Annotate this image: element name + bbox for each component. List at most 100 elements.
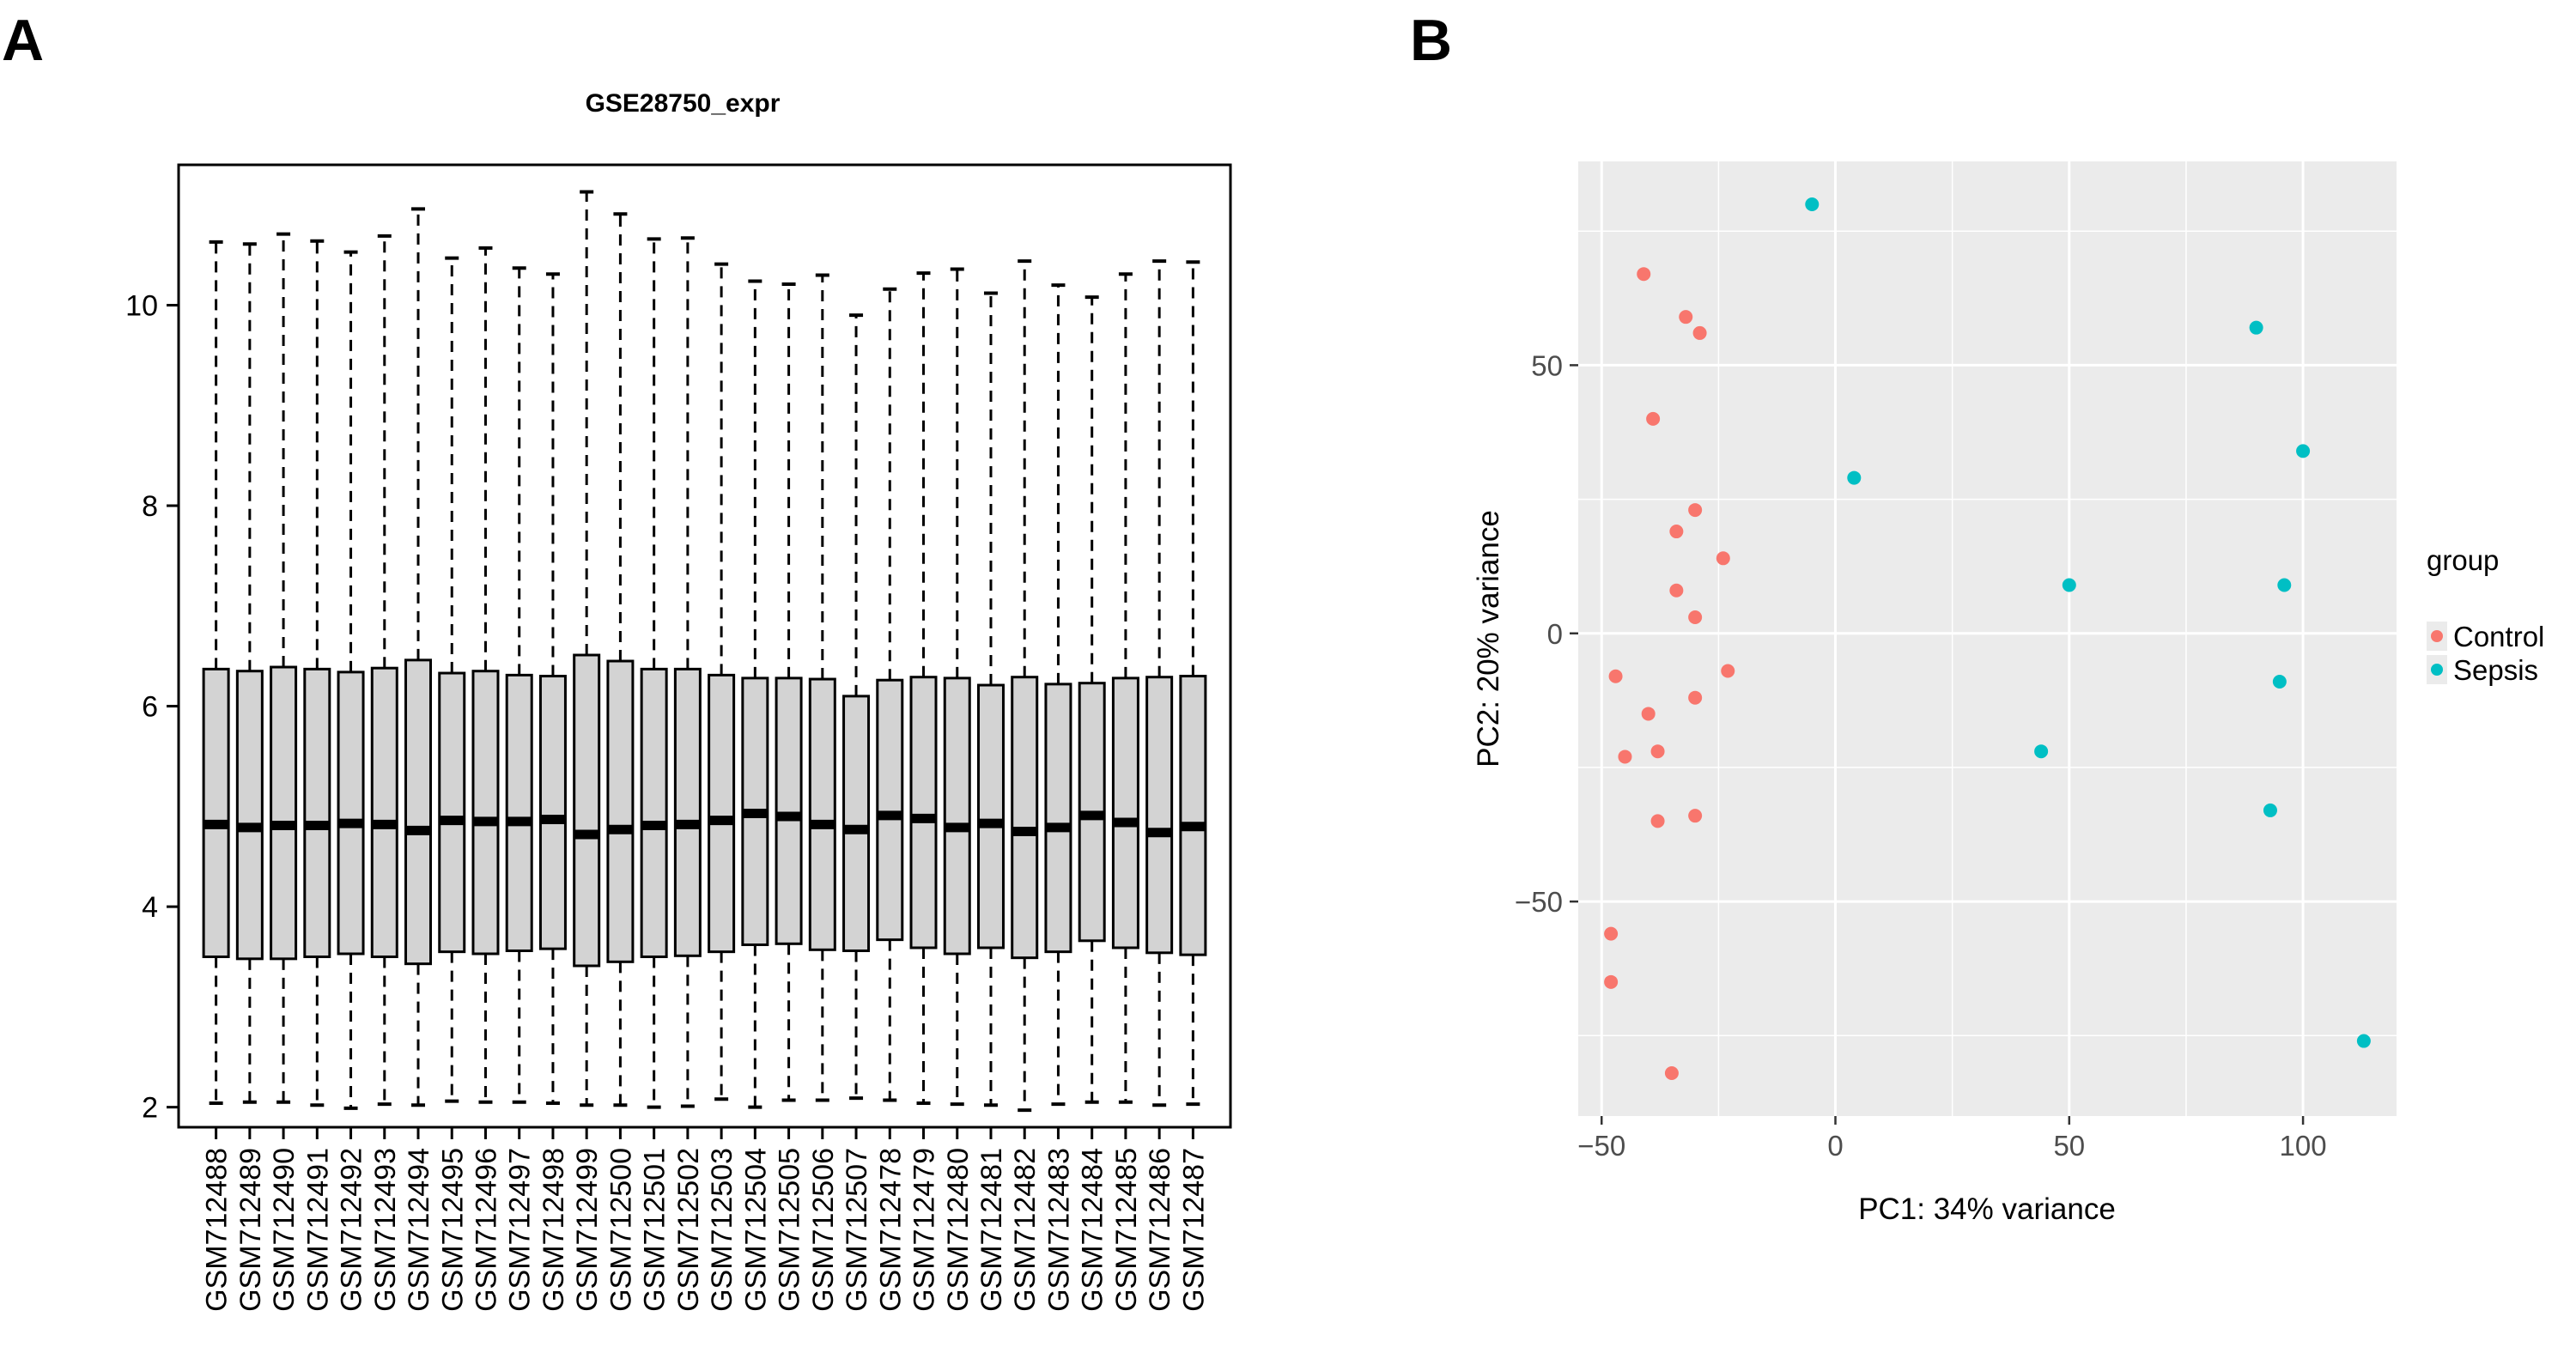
boxplot-box-GSM712485 xyxy=(1111,272,1139,1104)
legend-label-control: Control xyxy=(2453,621,2544,652)
pca-point-control xyxy=(1721,664,1735,678)
boxplot-y-tick-label: 4 xyxy=(142,891,158,924)
boxplot-box-GSM712496 xyxy=(471,246,500,1104)
boxplot-box-GSM712480 xyxy=(943,267,971,1107)
panel-label-b: B xyxy=(1410,8,1452,73)
boxplot-iqr-box xyxy=(842,695,871,952)
pca-y-tick-label: 50 xyxy=(1531,349,1563,381)
boxplot-box-GSM712499 xyxy=(573,190,601,1107)
boxplot-x-tick-label: GSM712494 xyxy=(403,1148,435,1312)
boxplot-iqr-box xyxy=(1111,677,1139,950)
boxplot-x-tick-label: GSM712487 xyxy=(1177,1148,1210,1312)
boxplot-box-GSM712497 xyxy=(505,266,533,1104)
pca-x-tick-label: 50 xyxy=(2053,1130,2085,1162)
boxplot-x-tick-label: GSM712479 xyxy=(908,1148,941,1312)
boxplot-iqr-box xyxy=(235,670,264,961)
boxplot-x-tick-label: GSM712483 xyxy=(1042,1148,1075,1312)
boxplot-iqr-box xyxy=(202,667,230,958)
pca-point-control xyxy=(1618,749,1632,764)
legend-key-control xyxy=(2431,630,2443,642)
pca-point-control xyxy=(1669,583,1684,598)
pca-point-control xyxy=(1650,744,1665,759)
pca-x-tick-label: −50 xyxy=(1577,1130,1625,1162)
boxplot-box-GSM712493 xyxy=(370,234,398,1107)
boxplot-box-GSM712482 xyxy=(1011,259,1039,1113)
boxplot-iqr-box xyxy=(606,659,635,963)
boxplot-iqr-box xyxy=(538,675,567,950)
pca-point-sepsis xyxy=(1847,470,1862,485)
boxplot-x-tick-label: GSM712493 xyxy=(369,1148,402,1312)
boxplot-iqr-box xyxy=(775,677,803,945)
pca-point-sepsis xyxy=(2263,803,2277,817)
boxplot-iqr-box xyxy=(370,666,398,958)
pca-x-tick-label: 0 xyxy=(1827,1130,1843,1162)
boxplot-iqr-box xyxy=(1044,683,1072,954)
boxplot-x-tick-label: GSM712482 xyxy=(1009,1148,1042,1312)
boxplot-y-tick-label: 2 xyxy=(142,1092,158,1125)
boxplot-iqr-box xyxy=(640,667,668,958)
pca-point-control xyxy=(1646,411,1661,426)
boxplot-x-tick-label: GSM712499 xyxy=(571,1148,604,1312)
boxplot-box-GSM712481 xyxy=(976,291,1005,1107)
boxplot-box-GSM712483 xyxy=(1044,283,1072,1107)
boxplot-x-tick-label: GSM712489 xyxy=(234,1148,267,1312)
pca-point-sepsis xyxy=(1805,197,1820,211)
boxplot-x-tick-label: GSM712503 xyxy=(706,1148,738,1312)
pca-point-control xyxy=(1688,610,1703,625)
boxplot-iqr-box xyxy=(673,667,702,957)
pca-axes: −50 0 50 100 −50 0 50 xyxy=(1515,349,2327,1162)
pca-point-control xyxy=(1664,1066,1679,1081)
boxplot-box-GSM712486 xyxy=(1145,259,1174,1107)
boxplot-iqr-box xyxy=(1145,676,1174,955)
boxplot-box-GSM712504 xyxy=(741,279,769,1109)
boxplot-box-GSM712479 xyxy=(909,271,938,1105)
boxplot-x-tick-label: GSM712492 xyxy=(336,1148,368,1312)
pca-x-axis-label: PC1: 34% variance xyxy=(1858,1192,2116,1226)
boxplot-box-GSM712489 xyxy=(235,242,264,1104)
pca-point-control xyxy=(1688,690,1703,705)
boxplot-x-tick-label: GSM712507 xyxy=(841,1148,873,1312)
boxplot-box-GSM712494 xyxy=(404,207,433,1107)
pca-point-sepsis xyxy=(2277,578,2292,592)
boxplot-x-tick-label: GSM712497 xyxy=(504,1148,537,1312)
boxplot-iqr-box xyxy=(1179,675,1207,956)
pca-point-sepsis xyxy=(2249,320,2263,335)
pca-point-control xyxy=(1637,267,1651,282)
boxplot-frame xyxy=(177,163,1232,1129)
boxplot-x-tick-label: GSM712502 xyxy=(672,1148,705,1312)
boxplot-iqr-box xyxy=(909,676,938,950)
boxplot-x-tick-label: GSM712491 xyxy=(301,1148,334,1312)
boxplot-box-GSM712506 xyxy=(808,273,836,1102)
pca-point-control xyxy=(1608,669,1623,683)
boxplot-title: GSE28750_expr xyxy=(586,89,781,118)
boxplot-x-tick-label: GSM712501 xyxy=(639,1148,671,1312)
boxplot-iqr-box xyxy=(303,667,331,958)
boxplot-x-tick-label: GSM712506 xyxy=(807,1148,840,1312)
boxplot-x-tick-label: GSM712504 xyxy=(739,1148,772,1312)
boxplot-box-GSM712501 xyxy=(640,237,668,1109)
boxplot-iqr-box xyxy=(471,670,500,956)
pca-legend: group Control Sepsis xyxy=(2427,544,2544,686)
pca-point-control xyxy=(1669,525,1684,539)
boxplot-x-tick-label: GSM712490 xyxy=(268,1148,301,1312)
pca-series-sepsis xyxy=(1805,197,2371,1048)
pca-point-sepsis xyxy=(2356,1034,2371,1048)
pca-point-control xyxy=(1688,809,1703,823)
boxplot-iqr-box xyxy=(876,678,904,942)
pca-x-tick-label: 100 xyxy=(2280,1130,2327,1162)
boxplot-y-tick-label: 8 xyxy=(142,490,158,523)
pca-point-control xyxy=(1650,814,1665,828)
boxplot-y-tick-label: 6 xyxy=(142,691,158,724)
boxplot-iqr-box xyxy=(943,677,971,956)
boxplot-box-GSM712505 xyxy=(775,282,803,1102)
pca-y-tick-label: 0 xyxy=(1547,618,1563,650)
boxplot-box-GSM712502 xyxy=(673,236,702,1108)
legend-label-sepsis: Sepsis xyxy=(2453,654,2538,686)
boxplot-iqr-box xyxy=(808,677,836,951)
pca-point-control xyxy=(1641,707,1656,721)
legend-key-sepsis xyxy=(2431,664,2443,676)
pca-gridlines xyxy=(1578,161,2397,1116)
boxplot-iqr-box xyxy=(976,683,1005,950)
boxplot-x-tick-label: GSM712505 xyxy=(774,1148,806,1312)
